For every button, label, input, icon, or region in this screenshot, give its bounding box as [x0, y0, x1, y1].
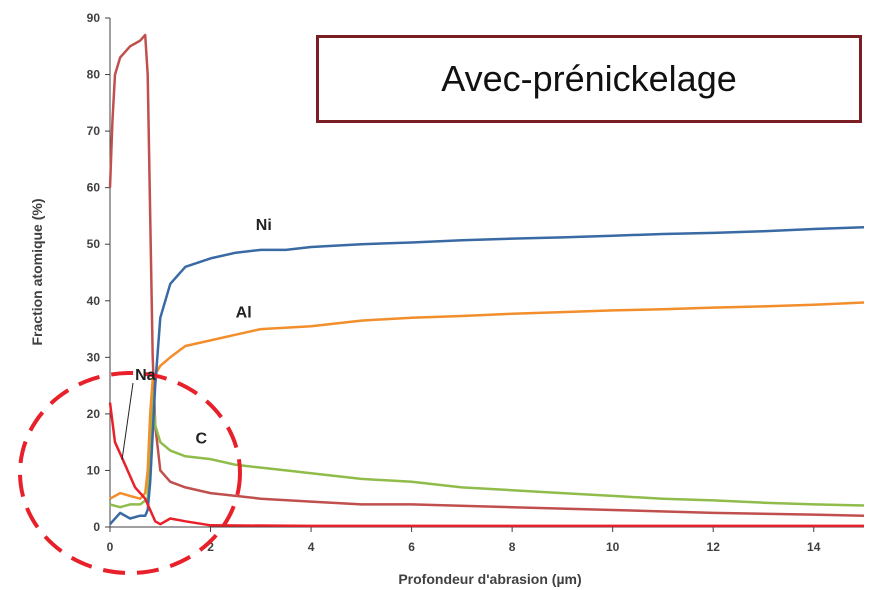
series-line-al: [109, 301, 865, 500]
y-axis-title: Fraction atomique (%): [29, 198, 45, 345]
chart-title: Avec-prénickelage: [441, 58, 737, 99]
series-line-na: [108, 402, 864, 528]
x-axis-title: Profondeur d'abrasion (µm): [398, 571, 581, 587]
y-tick-label: 10: [87, 463, 101, 477]
series-layer: [108, 33, 865, 528]
y-tick-label: 60: [87, 181, 101, 195]
y-tick-label: 0: [93, 520, 100, 534]
series-label-al: Al: [236, 305, 252, 322]
y-tick-label: 20: [87, 407, 101, 421]
series-label-ni: Ni: [256, 217, 272, 234]
series-line-ni: [109, 226, 865, 526]
y-tick-label: 30: [87, 350, 101, 364]
na-leader-line: [121, 382, 134, 461]
x-tick-label: 14: [807, 540, 821, 554]
y-tick-label: 90: [87, 11, 101, 25]
x-ticks: 0 2 4 6 8 10 12 14: [107, 527, 821, 554]
x-tick-label: 8: [509, 540, 516, 554]
y-tick-label: 70: [87, 124, 101, 138]
title-box: Avec-prénickelage: [316, 35, 862, 123]
y-ticks: 0 10 20 30 40 50 60 70 80 90: [87, 11, 110, 534]
annotations: Ni Al C Na: [135, 217, 272, 447]
x-tick-label: 10: [606, 540, 620, 554]
x-tick-label: 2: [207, 540, 214, 554]
highlight-ellipse: [18, 371, 242, 575]
y-tick-label: 80: [87, 68, 101, 82]
plot-area: 0 10 20 30 40 50 60 70 80 90 0 2 4 6 8 10 12 14 Ni Al C Na: [18, 11, 865, 575]
x-tick-label: 4: [308, 540, 315, 554]
series-line-c: [109, 390, 865, 509]
series-label-c: C: [195, 430, 207, 447]
x-tick-label: 12: [707, 540, 721, 554]
x-tick-label: 6: [408, 540, 415, 554]
x-tick-label: 0: [107, 540, 114, 554]
series-line-o: [108, 33, 865, 517]
series-label-na: Na: [135, 367, 156, 384]
y-tick-label: 50: [87, 237, 101, 251]
y-tick-label: 40: [87, 294, 101, 308]
